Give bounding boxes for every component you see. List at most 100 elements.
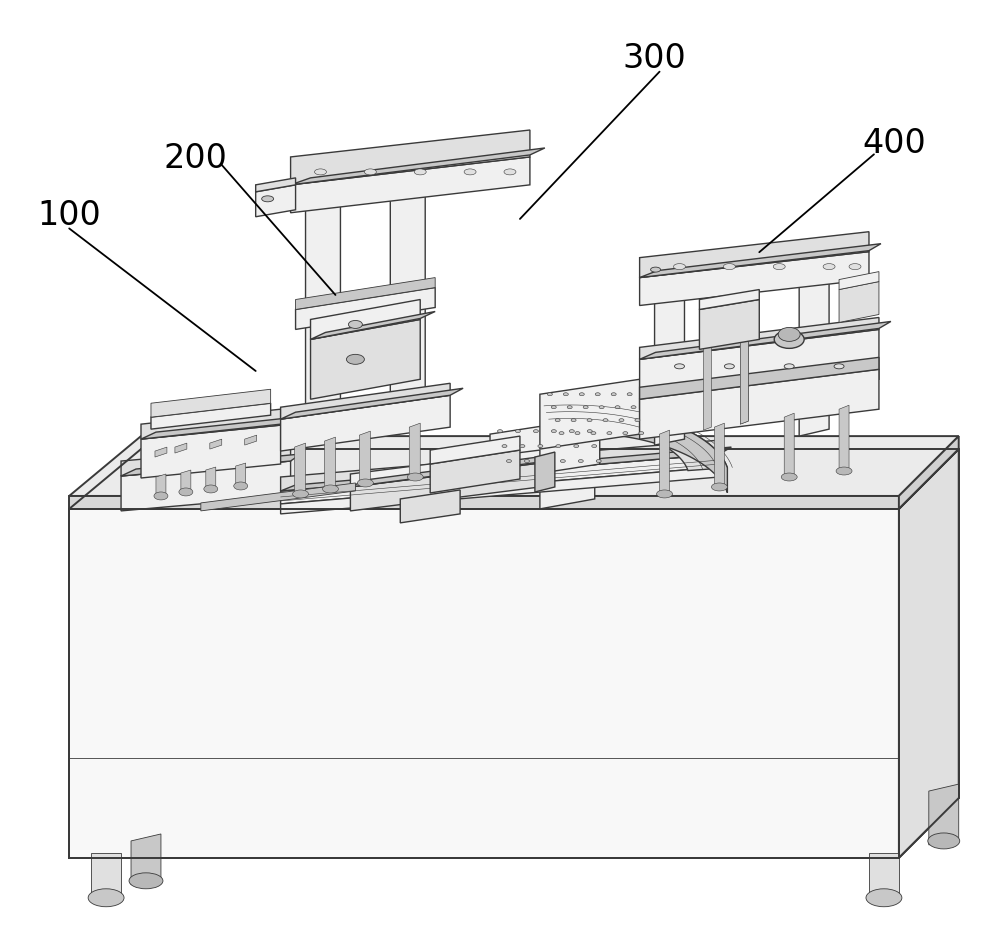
Ellipse shape (154, 492, 168, 501)
Ellipse shape (619, 419, 624, 423)
Polygon shape (201, 484, 355, 511)
Polygon shape (256, 186, 296, 217)
Polygon shape (156, 474, 166, 497)
Ellipse shape (346, 355, 364, 365)
Ellipse shape (560, 460, 565, 463)
Ellipse shape (569, 430, 574, 433)
Ellipse shape (204, 486, 218, 493)
Polygon shape (291, 149, 545, 186)
Polygon shape (311, 312, 435, 340)
Polygon shape (655, 268, 684, 280)
Polygon shape (155, 447, 167, 458)
Polygon shape (69, 509, 899, 858)
Polygon shape (660, 430, 670, 496)
Ellipse shape (631, 407, 636, 409)
Polygon shape (281, 441, 719, 491)
Polygon shape (175, 444, 187, 453)
Ellipse shape (559, 432, 564, 435)
Text: 100: 100 (37, 198, 101, 231)
Ellipse shape (88, 889, 124, 907)
Polygon shape (306, 192, 340, 210)
Polygon shape (210, 440, 222, 449)
Ellipse shape (592, 446, 597, 448)
Ellipse shape (571, 419, 576, 423)
Ellipse shape (524, 460, 529, 463)
Polygon shape (540, 460, 595, 509)
Ellipse shape (234, 483, 248, 490)
Polygon shape (799, 255, 829, 437)
Polygon shape (291, 130, 530, 186)
Ellipse shape (520, 446, 525, 448)
Ellipse shape (778, 328, 800, 342)
Polygon shape (350, 464, 540, 511)
Ellipse shape (515, 430, 520, 433)
Polygon shape (640, 330, 879, 409)
Ellipse shape (364, 169, 376, 176)
Polygon shape (350, 450, 540, 487)
Ellipse shape (784, 365, 794, 369)
Polygon shape (899, 449, 959, 858)
Ellipse shape (583, 407, 588, 409)
Ellipse shape (836, 467, 852, 475)
Polygon shape (69, 437, 959, 496)
Ellipse shape (823, 265, 835, 270)
Polygon shape (121, 455, 301, 477)
Polygon shape (640, 245, 881, 278)
Polygon shape (245, 436, 257, 446)
Polygon shape (291, 158, 530, 213)
Polygon shape (390, 181, 425, 199)
Ellipse shape (556, 446, 561, 448)
Polygon shape (311, 320, 420, 400)
Polygon shape (296, 288, 435, 330)
Ellipse shape (414, 169, 426, 176)
Ellipse shape (866, 889, 902, 907)
Polygon shape (640, 252, 869, 307)
Polygon shape (784, 414, 794, 480)
Polygon shape (281, 384, 450, 420)
Polygon shape (295, 444, 306, 496)
Ellipse shape (651, 268, 661, 273)
Ellipse shape (603, 419, 608, 423)
Polygon shape (69, 449, 959, 509)
Polygon shape (311, 300, 420, 340)
Ellipse shape (724, 365, 734, 369)
Polygon shape (740, 331, 748, 425)
Ellipse shape (502, 446, 507, 448)
Ellipse shape (574, 446, 579, 448)
Ellipse shape (179, 488, 193, 496)
Ellipse shape (504, 169, 516, 176)
Ellipse shape (538, 446, 543, 448)
Polygon shape (69, 496, 899, 509)
Polygon shape (869, 853, 899, 898)
Polygon shape (281, 388, 463, 420)
Ellipse shape (611, 393, 616, 396)
Ellipse shape (262, 197, 274, 203)
Ellipse shape (834, 365, 844, 369)
Polygon shape (131, 834, 161, 884)
Ellipse shape (635, 419, 640, 423)
Polygon shape (540, 449, 595, 469)
Polygon shape (350, 456, 553, 487)
Polygon shape (640, 232, 869, 278)
Polygon shape (151, 404, 271, 429)
Ellipse shape (587, 430, 592, 433)
Ellipse shape (849, 265, 861, 270)
Polygon shape (390, 190, 425, 427)
Polygon shape (839, 406, 849, 473)
Polygon shape (535, 452, 555, 492)
Polygon shape (181, 470, 191, 493)
Ellipse shape (129, 873, 163, 889)
Polygon shape (141, 426, 281, 479)
Ellipse shape (542, 460, 547, 463)
Polygon shape (306, 197, 352, 210)
Polygon shape (545, 407, 727, 493)
Ellipse shape (711, 484, 727, 491)
Polygon shape (699, 300, 759, 350)
Ellipse shape (322, 486, 338, 493)
Ellipse shape (357, 480, 373, 487)
Ellipse shape (555, 419, 560, 423)
Polygon shape (256, 179, 296, 192)
Polygon shape (121, 462, 291, 511)
Polygon shape (121, 446, 291, 477)
Ellipse shape (547, 393, 552, 396)
